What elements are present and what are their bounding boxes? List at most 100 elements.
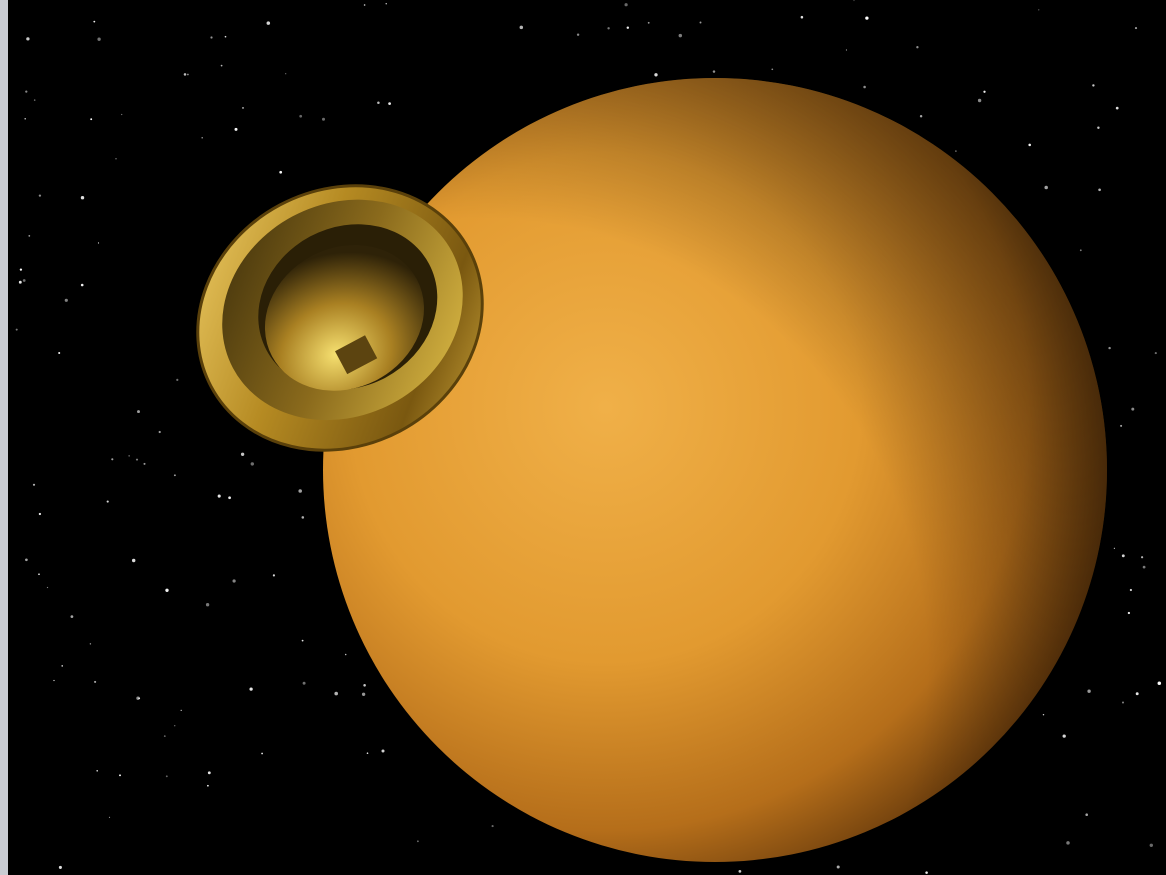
star [32, 483, 36, 486]
star [38, 512, 42, 516]
star [699, 21, 702, 24]
planet-shadow [323, 78, 1107, 862]
star [207, 771, 211, 775]
star [158, 430, 161, 434]
star [106, 500, 109, 503]
star [165, 588, 169, 592]
star [234, 127, 238, 131]
star [366, 752, 369, 755]
star [865, 16, 869, 20]
star [90, 118, 93, 121]
star [626, 26, 630, 29]
star [1113, 547, 1115, 549]
star [1062, 734, 1066, 738]
star [121, 113, 123, 116]
star [1157, 681, 1162, 686]
star [18, 280, 22, 284]
star [136, 696, 140, 700]
star [58, 865, 62, 869]
star [25, 90, 28, 93]
star [240, 452, 245, 456]
star [46, 586, 49, 589]
star [800, 15, 804, 19]
star [298, 489, 302, 493]
star [919, 115, 923, 118]
star [1154, 352, 1157, 355]
star [115, 158, 117, 160]
star [1079, 249, 1082, 252]
star [201, 137, 203, 139]
star [224, 35, 227, 38]
star [207, 784, 209, 787]
star [1038, 9, 1040, 11]
star [678, 33, 683, 38]
star [1149, 843, 1154, 847]
star [261, 752, 263, 755]
probe [196, 184, 484, 452]
star [1108, 346, 1111, 350]
star [28, 234, 31, 237]
star [377, 101, 380, 104]
star [108, 816, 111, 819]
star [80, 196, 85, 200]
star [61, 665, 63, 667]
star [187, 73, 189, 76]
star [388, 102, 391, 105]
star [97, 37, 101, 41]
star [301, 516, 305, 519]
star [977, 98, 982, 103]
star [220, 64, 223, 67]
star [25, 558, 28, 562]
star [1097, 126, 1100, 130]
star [131, 558, 136, 563]
star [1115, 106, 1119, 110]
star [363, 4, 366, 6]
star [1121, 554, 1125, 558]
star [285, 73, 287, 75]
star [33, 99, 36, 101]
star [53, 679, 55, 682]
star [299, 114, 303, 118]
star [266, 21, 271, 25]
star [771, 68, 774, 71]
left-edge [0, 0, 8, 875]
star [1066, 841, 1070, 845]
star [863, 85, 866, 89]
star [137, 410, 140, 414]
star [242, 107, 244, 109]
star [232, 579, 236, 583]
star [217, 494, 221, 498]
star [1028, 143, 1031, 147]
star [1127, 611, 1131, 615]
star [1098, 188, 1101, 192]
star [925, 871, 928, 874]
star-field [15, 0, 1162, 874]
star [624, 3, 628, 7]
star [58, 351, 61, 355]
star [111, 458, 114, 461]
star [322, 117, 325, 121]
star [916, 46, 919, 49]
star [93, 20, 96, 23]
star [228, 496, 231, 500]
star [128, 455, 130, 457]
star [1085, 813, 1088, 816]
star [22, 279, 26, 282]
star [1134, 27, 1138, 30]
star [1044, 185, 1048, 190]
star [955, 150, 957, 152]
star [176, 378, 179, 382]
star [654, 73, 658, 77]
star [80, 283, 84, 287]
star [491, 825, 494, 828]
star [1129, 588, 1133, 592]
star [173, 724, 176, 727]
star [38, 194, 42, 197]
star [1087, 689, 1091, 693]
star [334, 691, 338, 696]
star [836, 865, 840, 869]
probe-module [335, 335, 378, 375]
star [143, 462, 146, 465]
star [210, 36, 213, 39]
